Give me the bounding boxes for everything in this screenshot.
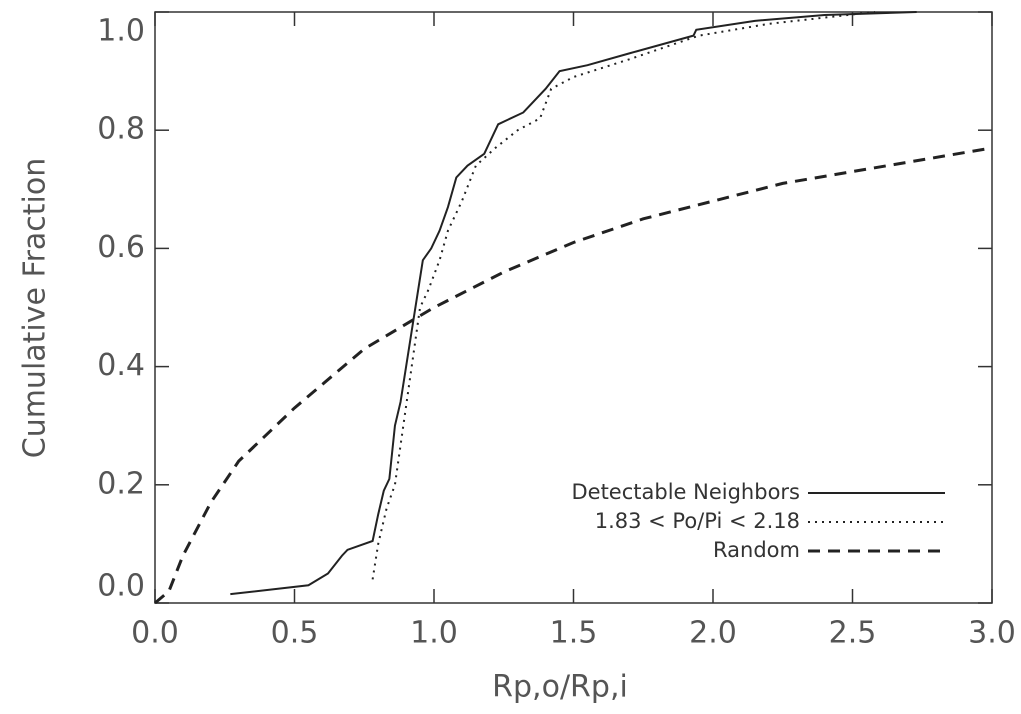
y-tick-label: 0.8: [97, 112, 145, 147]
y-axis-label: Cumulative Fraction: [18, 158, 53, 459]
x-tick-label: 1.5: [550, 616, 598, 651]
x-tick-label: 3.0: [968, 616, 1016, 651]
x-tick-label: 0.5: [271, 616, 319, 651]
y-tick-label: 0.2: [97, 466, 145, 501]
series-line: [230, 11, 917, 596]
x-tick-label: 0.0: [131, 616, 179, 651]
y-tick-label: 1.0: [97, 14, 145, 49]
x-tick-label: 1.0: [410, 616, 458, 651]
series-line: [154, 146, 993, 605]
y-tick-label: 0.0: [97, 569, 145, 604]
x-tick-label: 2.5: [829, 616, 877, 651]
x-axis-label: Rp,o/Rp,i: [492, 670, 628, 705]
x-tick-label: 2.0: [689, 616, 737, 651]
y-tick-label: 0.4: [97, 348, 145, 383]
legend-label: Detectable Neighbors: [571, 480, 800, 504]
plot-frame: [154, 11, 993, 604]
y-tick-label: 0.6: [97, 230, 145, 265]
legend-label: Random: [713, 538, 800, 562]
legend-label: 1.83 < Po/Pi < 2.18: [595, 509, 800, 533]
